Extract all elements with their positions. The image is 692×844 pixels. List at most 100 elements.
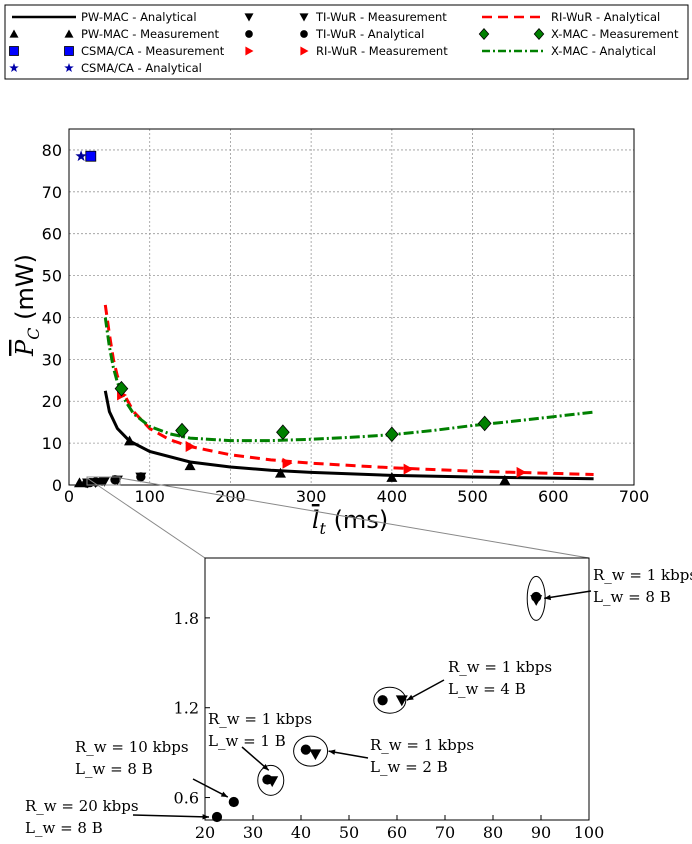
legend-marker bbox=[245, 46, 254, 56]
zoom-connector-left bbox=[86, 477, 206, 559]
data-point bbox=[477, 415, 492, 432]
inset-annotation-label: R_w = 1 kbps bbox=[208, 710, 312, 728]
legend-label: X-MAC - Measurement bbox=[551, 27, 679, 41]
inset-chart: 20 30 40 50 60 70 80 90 100 0.6 1.2 1.8 R_w = 1 kbps… bbox=[25, 557, 692, 842]
data-point bbox=[110, 475, 120, 485]
main-xtick-label: 500 bbox=[457, 487, 488, 506]
main-ytick-label: 70 bbox=[42, 183, 62, 202]
main-ytick-label: 10 bbox=[42, 434, 62, 453]
main-ytick-label: 50 bbox=[42, 267, 62, 286]
main-xtick-label: 700 bbox=[619, 487, 650, 506]
data-point bbox=[274, 467, 286, 478]
inset-annotation-arrowhead bbox=[406, 694, 414, 701]
legend-label: PW-MAC - Measurement bbox=[81, 27, 220, 41]
inset-data-point bbox=[228, 796, 239, 808]
data-point bbox=[75, 150, 87, 162]
inset-ytick-label: 0.6 bbox=[174, 789, 199, 808]
data-point bbox=[114, 380, 129, 397]
main-xlabel: lt (ms) bbox=[312, 506, 388, 538]
inset-annotation-arrow bbox=[406, 679, 445, 701]
main-axes-frame bbox=[68, 128, 635, 486]
data-point bbox=[175, 422, 189, 439]
series-line bbox=[103, 304, 594, 476]
legend-marker bbox=[64, 63, 74, 73]
inset-data-point bbox=[309, 749, 322, 761]
inset-ytick-label: 1.2 bbox=[174, 699, 199, 718]
inset-annotation-label: L_w = 8 B bbox=[25, 819, 103, 837]
series-line bbox=[103, 390, 594, 481]
legend-label: CSMA/CA - Analytical bbox=[81, 61, 202, 75]
data-point bbox=[386, 471, 398, 482]
legend-marker bbox=[64, 46, 74, 56]
inset-annotation-arrowhead bbox=[202, 814, 209, 820]
inset-group-ellipse bbox=[293, 735, 329, 767]
inset-xtick-label: 20 bbox=[195, 823, 215, 842]
inset-annotation-label: L_w = 8 B bbox=[593, 588, 671, 606]
inset-xtick-label: 80 bbox=[483, 823, 503, 842]
main-ylabel: PC (mW) bbox=[11, 254, 43, 357]
series-line bbox=[103, 317, 594, 443]
main-xtick-label: 600 bbox=[538, 487, 569, 506]
inset-annotation-label: R_w = 1 kbps bbox=[448, 658, 552, 676]
inset-group-ellipse bbox=[257, 764, 285, 796]
data-point bbox=[385, 426, 399, 443]
inset-ytick-label: 1.8 bbox=[174, 609, 199, 628]
inset-annotation-label: R_w = 10 kbps bbox=[75, 738, 189, 756]
legend-label: X-MAC - Analytical bbox=[551, 44, 656, 58]
data-point bbox=[124, 435, 136, 446]
inset-annotation-label: R_w = 1 kbps bbox=[370, 736, 474, 754]
data-point bbox=[85, 150, 97, 162]
legend-label: CSMA/CA - Measurement bbox=[81, 44, 225, 58]
main-ytick-label: 40 bbox=[42, 308, 62, 327]
main-ytick-label: 60 bbox=[42, 225, 62, 244]
legend-box bbox=[4, 4, 689, 80]
inset-data-point bbox=[211, 811, 223, 823]
inset-annotation-label: L_w = 1 B bbox=[208, 732, 286, 750]
legend-label: TI-WuR - Analytical bbox=[315, 27, 424, 41]
legend-marker bbox=[9, 46, 19, 56]
legend: PW-MAC - Analytical TI-WuR - Measurement R… bbox=[9, 10, 679, 75]
zoom-region bbox=[86, 476, 121, 486]
legend-marker bbox=[300, 30, 308, 38]
inset-xtick-label: 70 bbox=[435, 823, 455, 842]
inset-data-point bbox=[300, 744, 311, 755]
legend-marker bbox=[478, 27, 490, 41]
legend-label: RI-WuR - Measurement bbox=[316, 44, 448, 58]
legend-marker bbox=[300, 46, 309, 56]
main-xtick-label: 400 bbox=[377, 487, 408, 506]
main-xtick-label: 0 bbox=[64, 487, 74, 506]
data-point bbox=[499, 474, 511, 485]
inset-group-ellipse bbox=[373, 686, 407, 714]
inset-annotation-label: L_w = 2 B bbox=[370, 758, 448, 776]
inset-annotation-arrow bbox=[192, 778, 229, 798]
main-xtick-label: 300 bbox=[296, 487, 327, 506]
main-ytick-label: 30 bbox=[42, 350, 62, 369]
main-plot-area bbox=[69, 129, 634, 485]
inset-data-point bbox=[377, 695, 388, 706]
inset-annotation-arrow bbox=[544, 590, 592, 600]
inset-annotation-label: R_w = 1 kbps bbox=[593, 566, 692, 584]
main-xtick-label: 100 bbox=[134, 487, 165, 506]
inset-annotation-arrowhead bbox=[328, 749, 336, 755]
legend-label: PW-MAC - Analytical bbox=[81, 10, 197, 24]
data-point bbox=[73, 477, 85, 488]
legend-marker bbox=[299, 13, 309, 22]
legend-label: RI-WuR - Analytical bbox=[551, 10, 660, 24]
inset-data-point bbox=[395, 695, 408, 707]
inset-annotation-label: R_w = 20 kbps bbox=[25, 797, 139, 815]
inset-annotation-arrow bbox=[328, 750, 369, 759]
inset-annotation-arrow bbox=[132, 814, 210, 818]
data-point bbox=[403, 463, 414, 475]
main-ytick-label: 80 bbox=[42, 141, 62, 160]
inset-xtick-label: 60 bbox=[387, 823, 407, 842]
legend-marker bbox=[64, 29, 74, 38]
inset-xtick-label: 90 bbox=[531, 823, 551, 842]
inset-data-point bbox=[530, 595, 543, 606]
inset-annotation-arrowhead bbox=[544, 594, 551, 601]
inset-xtick-label: 50 bbox=[339, 823, 359, 842]
inset-xtick-label: 40 bbox=[291, 823, 311, 842]
data-point bbox=[282, 457, 293, 469]
data-point bbox=[184, 460, 196, 471]
data-point bbox=[97, 476, 107, 486]
